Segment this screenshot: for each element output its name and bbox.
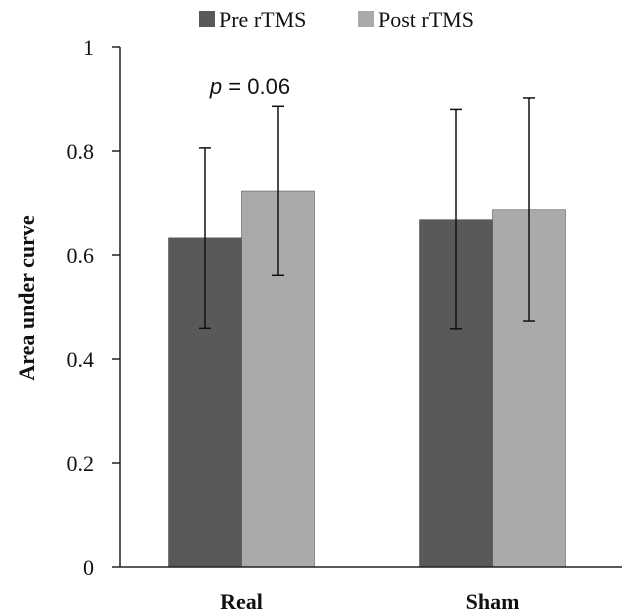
significance-annotation: p = 0.06 bbox=[209, 74, 290, 99]
y-tick-label: 0.6 bbox=[67, 243, 95, 268]
x-category-label: Sham bbox=[466, 589, 520, 614]
legend-swatch bbox=[199, 11, 215, 27]
annotation-prefix: p bbox=[209, 74, 222, 99]
legend-label: Pre rTMS bbox=[219, 7, 306, 32]
y-tick-label: 1 bbox=[83, 35, 94, 60]
error-bars bbox=[199, 97, 535, 330]
y-tick-label: 0 bbox=[83, 555, 94, 580]
annotation-text: = 0.06 bbox=[222, 74, 290, 99]
x-axis: Real Sham bbox=[120, 566, 622, 614]
x-category-label: Real bbox=[220, 589, 263, 614]
legend-swatch bbox=[358, 11, 374, 27]
legend-label: Post rTMS bbox=[378, 7, 474, 32]
y-tick-label: 0.8 bbox=[67, 139, 95, 164]
legend: Pre rTMS Post rTMS bbox=[199, 7, 474, 32]
y-axis-label: Area under curve bbox=[14, 215, 39, 381]
y-axis: 0 0.2 0.4 0.6 0.8 1 bbox=[67, 35, 121, 580]
y-tick-label: 0.2 bbox=[67, 451, 95, 476]
bars bbox=[168, 190, 566, 568]
y-tick-label: 0.4 bbox=[67, 347, 95, 372]
